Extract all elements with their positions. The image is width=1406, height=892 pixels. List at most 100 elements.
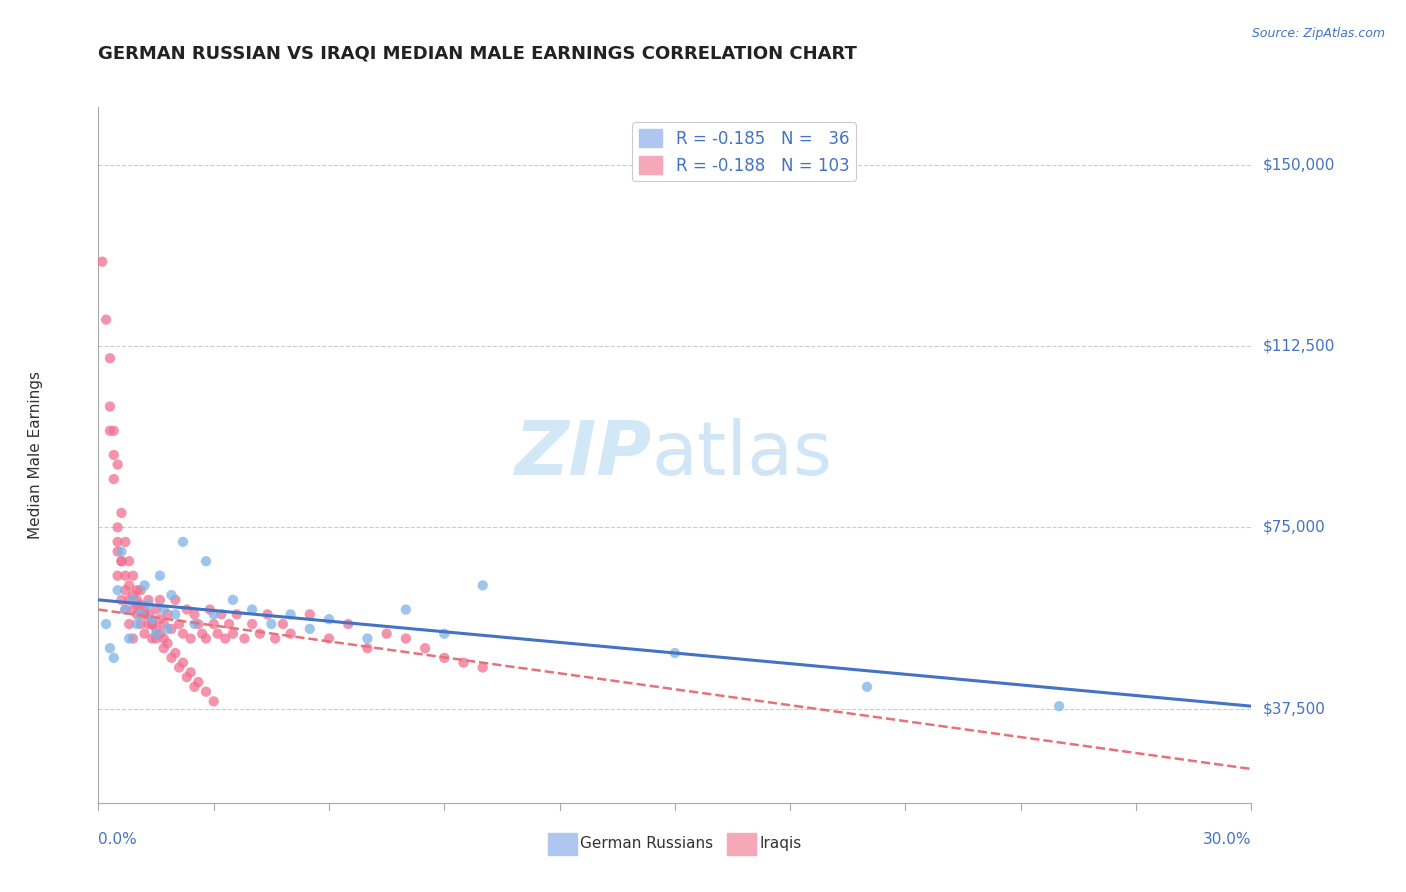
Point [125, 583, 148, 598]
Point [114, 534, 136, 549]
Point [138, 607, 160, 622]
Text: $37,500: $37,500 [1263, 701, 1326, 716]
Point [122, 632, 145, 646]
Point [103, 651, 125, 665]
Point [260, 617, 283, 632]
Point [129, 617, 152, 632]
Point [152, 602, 174, 616]
Point [165, 607, 187, 622]
Point [180, 665, 202, 680]
Point [395, 632, 418, 646]
Point [110, 592, 132, 607]
Point [149, 626, 172, 640]
Point [240, 617, 263, 632]
Point [141, 617, 163, 632]
Point [110, 554, 132, 568]
Point [207, 626, 229, 640]
Text: German Russians: German Russians [581, 837, 713, 851]
Point [149, 568, 172, 582]
Point [280, 607, 302, 622]
Point [856, 680, 879, 694]
Point [165, 646, 187, 660]
Point [141, 632, 163, 646]
Point [152, 617, 174, 632]
Point [107, 534, 129, 549]
Point [145, 632, 167, 646]
Text: $150,000: $150,000 [1263, 158, 1334, 172]
Text: ZIP: ZIP [515, 418, 652, 491]
Point [125, 592, 148, 607]
Point [114, 583, 136, 598]
Point [337, 617, 360, 632]
Point [110, 506, 132, 520]
Point [149, 612, 172, 626]
Point [129, 583, 152, 598]
Point [298, 607, 321, 622]
Point [176, 670, 198, 684]
Point [433, 651, 456, 665]
Point [202, 694, 225, 708]
Point [118, 617, 141, 632]
Point [187, 675, 209, 690]
Point [433, 626, 456, 640]
Point [183, 617, 205, 632]
Point [356, 632, 378, 646]
FancyBboxPatch shape [548, 833, 576, 855]
Point [107, 520, 129, 534]
Point [107, 458, 129, 472]
Text: $112,500: $112,500 [1263, 339, 1334, 354]
Point [103, 472, 125, 486]
Point [240, 602, 263, 616]
Point [134, 626, 156, 640]
Point [375, 626, 398, 640]
Point [249, 626, 271, 640]
Point [98, 424, 121, 438]
Point [413, 641, 436, 656]
Point [98, 400, 121, 414]
Point [122, 592, 145, 607]
Text: GERMAN RUSSIAN VS IRAQI MEDIAN MALE EARNINGS CORRELATION CHART: GERMAN RUSSIAN VS IRAQI MEDIAN MALE EARN… [98, 45, 858, 62]
Point [187, 617, 209, 632]
Point [167, 660, 190, 674]
Legend: R = -0.185   N =   36, R = -0.188   N = 103: R = -0.185 N = 36, R = -0.188 N = 103 [633, 122, 856, 181]
Point [225, 607, 247, 622]
Point [318, 632, 340, 646]
Point [141, 612, 163, 626]
Point [664, 646, 686, 660]
Point [110, 554, 132, 568]
Point [145, 602, 167, 616]
Point [356, 641, 378, 656]
Point [134, 578, 156, 592]
Point [160, 622, 183, 636]
Point [172, 626, 194, 640]
Point [114, 602, 136, 616]
Point [298, 622, 321, 636]
Point [167, 617, 190, 632]
Point [103, 424, 125, 438]
Point [172, 534, 194, 549]
Point [134, 602, 156, 616]
Point [156, 607, 179, 622]
Point [318, 612, 340, 626]
Point [195, 632, 218, 646]
Point [118, 578, 141, 592]
Point [138, 617, 160, 632]
Point [156, 636, 179, 650]
Text: Iraqis: Iraqis [759, 837, 801, 851]
Point [172, 656, 194, 670]
Point [191, 626, 214, 640]
Point [195, 554, 218, 568]
Point [118, 632, 141, 646]
Point [122, 588, 145, 602]
Point [122, 602, 145, 616]
Point [214, 632, 236, 646]
Point [118, 554, 141, 568]
Point [129, 607, 152, 622]
Text: $75,000: $75,000 [1263, 520, 1326, 535]
Point [138, 592, 160, 607]
Point [145, 626, 167, 640]
Point [233, 632, 256, 646]
Point [183, 607, 205, 622]
Point [141, 617, 163, 632]
Point [198, 602, 221, 616]
